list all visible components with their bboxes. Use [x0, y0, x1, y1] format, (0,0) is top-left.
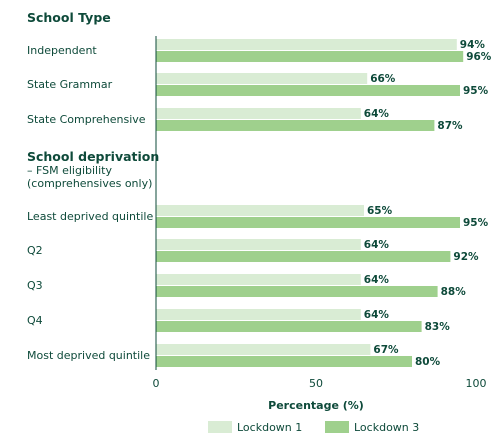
data-labels: 94%96% 66% 95% 64% 87% 65% 95% 64% 92% 64% 88% 64% 8…	[364, 39, 492, 368]
category-labels: School Type School deprivation– FSM eligi…	[27, 10, 159, 362]
bar-lockdown-1	[156, 108, 361, 119]
bar-lockdown-1	[156, 239, 361, 250]
section-subtitle: – FSM eligibility	[27, 164, 112, 177]
data-label-lockdown-3: 95%	[463, 217, 489, 229]
legend-label: Lockdown 3	[354, 421, 419, 434]
category-label: Least deprived quintile	[27, 210, 153, 223]
x-axis-label: Percentage (%)	[268, 399, 364, 412]
section-title: School deprivation	[27, 149, 159, 164]
data-label-lockdown-3: 83%	[425, 321, 451, 333]
data-label-lockdown-1: 64%	[364, 274, 390, 286]
category-label: Q2	[27, 244, 43, 257]
category-label: State Comprehensive	[27, 113, 146, 126]
bar-lockdown-1	[156, 39, 457, 50]
data-label-lockdown-3: 88%	[441, 286, 467, 298]
bar-lockdown-3	[156, 251, 451, 262]
bar-lockdown-3	[156, 217, 460, 228]
bar-lockdown-1	[156, 309, 361, 320]
data-label-lockdown-1: 66%	[370, 73, 396, 85]
data-label-lockdown-1: 65%	[367, 205, 393, 217]
bar-lockdown-1	[156, 73, 368, 84]
category-label: Independent	[27, 44, 97, 57]
section-title: School Type	[27, 10, 111, 25]
bar-lockdown-1	[156, 205, 364, 216]
legend-swatch	[208, 421, 232, 433]
x-tick-label: 0	[153, 377, 160, 390]
bar-lockdown-3	[156, 286, 438, 297]
bar-lockdown-1	[156, 274, 361, 285]
data-label-lockdown-3: 87%	[437, 120, 463, 132]
category-label: Q4	[27, 314, 43, 327]
legend: Lockdown 1 Lockdown 3	[208, 421, 419, 434]
data-label-lockdown-1: 64%	[364, 239, 390, 251]
bar-lockdown-3	[156, 356, 412, 367]
category-label: Most deprived quintile	[27, 349, 150, 362]
x-axis-ticks: 0 50 100	[153, 377, 487, 390]
section-subtitle: (comprehensives only)	[27, 177, 152, 190]
data-label-lockdown-1: 94%	[460, 39, 486, 51]
bar-lockdown-1	[156, 344, 371, 355]
bar-lockdown-3	[156, 51, 464, 62]
data-label-lockdown-1: 67%	[373, 344, 399, 356]
bar-lockdown-3	[156, 321, 422, 332]
data-label-lockdown-3: 80%	[415, 356, 441, 368]
x-tick-label: 50	[309, 377, 323, 390]
data-label-lockdown-3: 96%	[466, 51, 492, 63]
data-label-lockdown-3: 95%	[463, 85, 489, 97]
data-label-lockdown-1: 64%	[364, 309, 390, 321]
data-label-lockdown-3: 92%	[453, 251, 479, 263]
legend-swatch	[325, 421, 349, 433]
data-label-lockdown-1: 64%	[364, 108, 390, 120]
legend-label: Lockdown 1	[237, 421, 302, 434]
category-label: State Grammar	[27, 78, 113, 91]
x-tick-label: 100	[466, 377, 487, 390]
bar-lockdown-3	[156, 85, 460, 96]
bars	[156, 39, 464, 367]
category-label: Q3	[27, 279, 43, 292]
bar-lockdown-3	[156, 120, 435, 131]
